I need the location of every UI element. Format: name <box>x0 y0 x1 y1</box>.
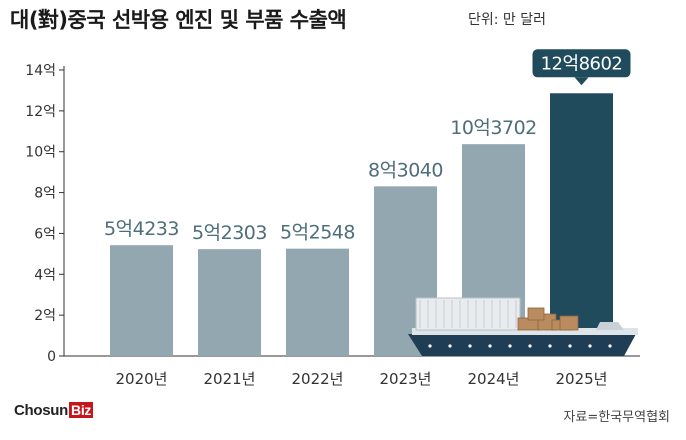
porthole <box>588 344 592 348</box>
porthole <box>428 344 432 348</box>
data-label: 5억2303 <box>192 222 267 244</box>
bar <box>110 245 173 356</box>
data-label-pointer <box>574 77 589 86</box>
x-tick-label: 2020년 <box>116 370 168 388</box>
logo-biz: Biz <box>69 402 94 418</box>
data-label: 12억8602 <box>541 53 623 74</box>
ship-hull <box>408 334 636 356</box>
porthole <box>508 344 512 348</box>
data-label: 8억3040 <box>368 159 443 181</box>
data-label: 10억3702 <box>450 117 537 139</box>
x-tick-label: 2025년 <box>556 370 608 388</box>
unit-label: 단위: 만 달러 <box>468 12 547 28</box>
bar-chart: 0 2억 4억 6억 8억 10억 12억 14억 2020년 5억4233 2021년 5억2303… <box>25 49 640 388</box>
chosunbiz-logo: Chosun Biz <box>14 402 94 419</box>
bar <box>198 249 261 356</box>
ship-bridge <box>596 322 624 330</box>
y-tick-label: 12억 <box>25 104 56 120</box>
source-note: 자료=한국무역협회 <box>563 410 670 425</box>
porthole <box>548 344 552 348</box>
porthole <box>448 344 452 348</box>
x-tick-label: 2024년 <box>468 370 520 388</box>
bar <box>550 93 613 356</box>
cargo-box <box>527 307 545 321</box>
cargo-box <box>559 315 579 331</box>
bar <box>286 248 349 356</box>
y-tick-label: 10억 <box>25 145 56 161</box>
porthole <box>468 344 472 348</box>
logo-text: Chosun <box>14 402 69 419</box>
porthole <box>488 344 492 348</box>
data-label-box <box>532 49 631 78</box>
ship-deck <box>412 328 638 335</box>
chart-title: 대(對)중국 선박용 엔진 및 부품 수출액 <box>10 8 347 32</box>
data-label: 5억4233 <box>104 218 179 240</box>
porthole <box>528 344 532 348</box>
data-label: 5억2548 <box>280 222 355 244</box>
y-tick-label: 6억 <box>34 226 56 242</box>
y-tick-label: 2억 <box>34 308 56 324</box>
y-tick-label: 4억 <box>34 267 56 283</box>
x-tick-label: 2021년 <box>204 370 256 388</box>
porthole <box>568 344 572 348</box>
y-tick-label: 0 <box>47 349 56 365</box>
x-tick-label: 2023년 <box>380 370 432 388</box>
y-tick-label: 8억 <box>34 186 56 202</box>
y-tick-label: 14억 <box>25 63 56 79</box>
x-tick-label: 2022년 <box>292 370 344 388</box>
porthole <box>608 344 612 348</box>
